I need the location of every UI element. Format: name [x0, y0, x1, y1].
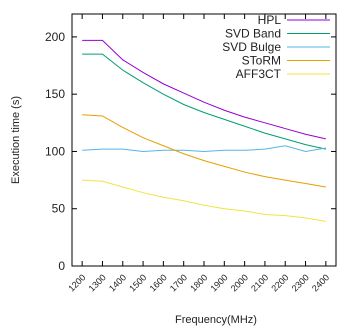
x-tick-label: 1700 [168, 272, 189, 293]
y-tick-label: 150 [45, 87, 65, 101]
legend-label-svd-bulge: SVD Bulge [222, 40, 281, 54]
legend-label-hpl: HPL [258, 13, 282, 27]
x-tick-label: 2400 [310, 272, 331, 293]
series-line-aff3ct [82, 179, 326, 222]
x-tick-label: 1900 [208, 272, 229, 293]
x-axis-label: Frequency(MHz) [175, 314, 257, 326]
legend-label-svd-band: SVD Band [225, 27, 281, 41]
y-tick-label: 200 [45, 30, 65, 44]
x-tick-label: 1200 [66, 272, 87, 293]
y-tick-label: 0 [58, 259, 65, 273]
x-tick-label: 2100 [249, 272, 270, 293]
x-tick-label: 1500 [127, 272, 148, 293]
legend-label-storm: SToRM [242, 54, 281, 68]
series-line-svd-band [82, 53, 326, 150]
series-line-svd-bulge [82, 145, 326, 152]
legend-label-aff3ct: AFF3CT [236, 67, 282, 81]
x-tick-label: 2000 [229, 272, 250, 293]
x-tick-label: 1600 [148, 272, 169, 293]
x-tick-label: 1300 [87, 272, 108, 293]
x-tick-label: 1800 [188, 272, 209, 293]
y-tick-label: 50 [52, 202, 66, 216]
x-tick-label: 2300 [290, 272, 311, 293]
y-axis: 0 50 100 150 200 [45, 30, 336, 273]
y-axis-label: Execution time (s) [10, 96, 22, 184]
x-tick-label: 1400 [107, 272, 128, 293]
plot-area [71, 13, 337, 267]
series-lines [82, 39, 326, 222]
x-tick-label: 2200 [269, 272, 290, 293]
series-line-hpl [82, 39, 326, 140]
series-line-storm [82, 114, 326, 188]
y-tick-label: 100 [45, 144, 65, 158]
